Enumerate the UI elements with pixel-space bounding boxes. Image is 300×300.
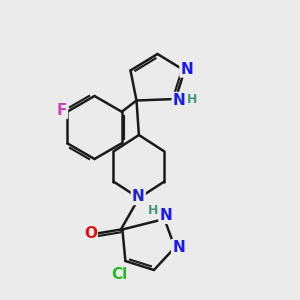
Text: N: N: [173, 93, 185, 108]
Text: Cl: Cl: [111, 267, 128, 282]
Text: N: N: [132, 189, 145, 204]
Text: F: F: [57, 103, 67, 118]
Text: N: N: [181, 61, 193, 76]
Text: N: N: [172, 240, 185, 255]
Text: H: H: [187, 93, 197, 106]
Text: H: H: [148, 203, 158, 217]
Text: O: O: [84, 226, 97, 242]
Text: N: N: [160, 208, 172, 223]
